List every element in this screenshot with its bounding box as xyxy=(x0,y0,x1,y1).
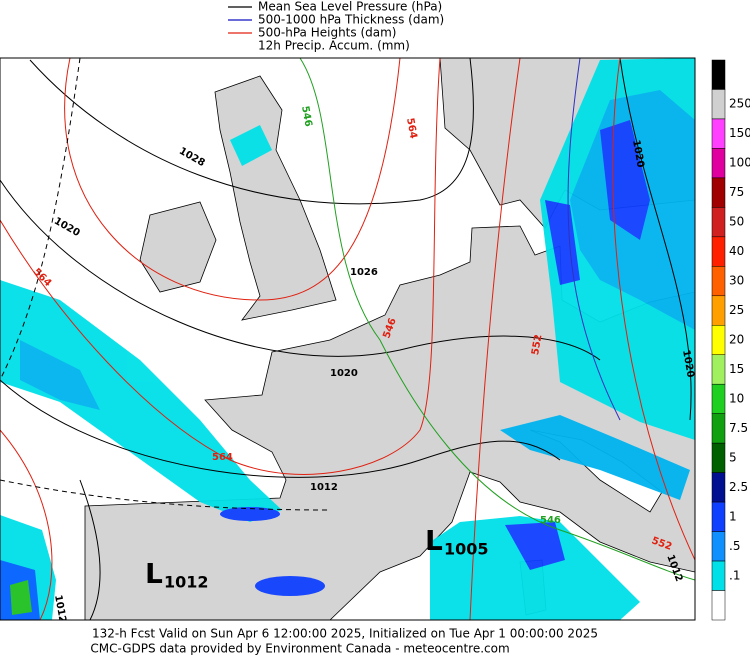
contour-label: 564 xyxy=(212,452,233,463)
colorbar-swatch xyxy=(711,207,726,238)
colorbar-swatch xyxy=(711,325,726,355)
colorbar: 250 150 100 75 50 40 30 25 20 15 10 7.5 5 2.5 1 .5 .1 xyxy=(711,59,750,621)
contour-label: 1012 xyxy=(310,482,338,493)
footer-line: 132-h Fcst Valid on Sun Apr 6 12:00:00 2… xyxy=(92,627,598,641)
contour-label: 552 xyxy=(530,334,544,357)
contour-label: 1012 xyxy=(52,594,68,623)
contour-label: 1020 xyxy=(330,368,358,379)
colorbar-swatch xyxy=(711,501,726,532)
colorbar-swatch xyxy=(711,118,726,149)
colorbar-swatch xyxy=(711,177,726,208)
colorbar-label: 250 xyxy=(729,97,750,111)
colorbar-label: 1 xyxy=(729,509,737,523)
colorbar-label: 10 xyxy=(729,391,744,405)
colorbar-swatch xyxy=(711,266,726,297)
colorbar-swatch xyxy=(711,442,726,473)
colorbar-swatch xyxy=(711,590,726,621)
colorbar-label: 25 xyxy=(729,303,744,317)
colorbar-label: 50 xyxy=(729,215,744,229)
colorbar-swatch xyxy=(711,295,726,326)
colorbar-swatch xyxy=(711,472,726,503)
colorbar-swatch xyxy=(711,236,726,267)
colorbar-swatch xyxy=(711,383,726,414)
legend-label: 500-hPa Heights (dam) xyxy=(258,26,396,40)
colorbar-label: 2.5 xyxy=(729,480,748,494)
pressure-center-value: 1012 xyxy=(164,573,209,592)
footer-line: CMC-GDPS data provided by Environment Ca… xyxy=(90,642,509,656)
colorbar-label: 20 xyxy=(729,333,744,347)
colorbar-label: 100 xyxy=(729,156,750,170)
colorbar-swatch xyxy=(711,531,726,562)
colorbar-label: 15 xyxy=(729,362,744,376)
contour-label: 1026 xyxy=(350,267,378,278)
colorbar-label: 5 xyxy=(729,450,737,464)
colorbar-swatch xyxy=(711,89,726,120)
legend-label: Mean Sea Level Pressure (hPa) xyxy=(258,0,442,14)
contour-label: 564 xyxy=(404,117,418,140)
colorbar-label: 30 xyxy=(729,274,744,288)
colorbar-swatch xyxy=(711,354,726,385)
colorbar-label: 7.5 xyxy=(729,421,748,435)
legend-label: 500-1000 hPa Thickness (dam) xyxy=(258,13,444,27)
pressure-center-value: 1005 xyxy=(444,540,489,559)
contour-label: 1020 xyxy=(630,139,646,168)
contour-label: 1020 xyxy=(680,349,696,378)
colorbar-label: 75 xyxy=(729,185,744,199)
colorbar-label: .1 xyxy=(729,568,740,582)
colorbar-label: .5 xyxy=(729,539,740,553)
colorbar-swatch xyxy=(711,560,726,591)
colorbar-label: 150 xyxy=(729,126,750,140)
map-frame xyxy=(0,57,696,621)
pressure-center-letter: L xyxy=(425,524,443,557)
colorbar-label: 40 xyxy=(729,244,744,258)
colorbar-swatch xyxy=(711,148,726,179)
contour-label: 546 xyxy=(540,515,561,526)
colorbar-swatch xyxy=(711,59,726,90)
legend: Mean Sea Level Pressure (hPa) 500-1000 h… xyxy=(228,0,444,53)
legend-label: 12h Precip. Accum. (mm) xyxy=(258,39,410,53)
colorbar-swatch xyxy=(711,413,726,444)
contour-label: 546 xyxy=(299,105,313,128)
pressure-center-letter: L xyxy=(145,557,163,590)
map: 546 564 1028 1020 564 1026 546 552 1020 … xyxy=(0,58,696,623)
